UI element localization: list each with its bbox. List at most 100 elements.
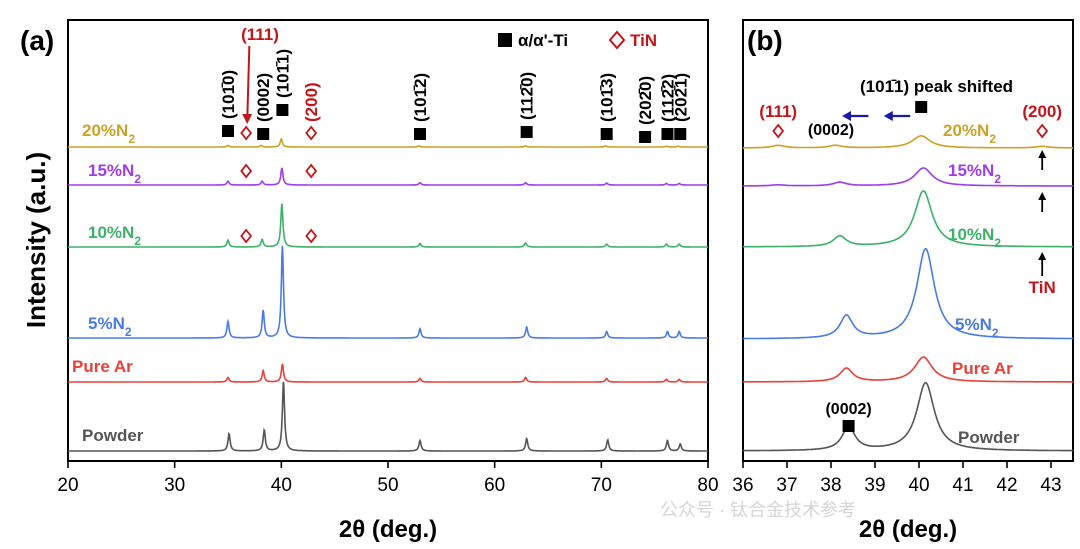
- series-label: 5%N2: [955, 315, 999, 340]
- x-tick-label: 42: [996, 475, 1017, 496]
- trace-purear: [68, 363, 708, 383]
- tin-label-b: TiN: [1029, 278, 1056, 297]
- panel-b-x-title: 2θ (deg.): [859, 516, 957, 543]
- alpha-plane-label: (202̄0): [636, 76, 655, 125]
- tin-111-arrow: [246, 45, 251, 123]
- plane-0002-label-bottom: (0002): [825, 401, 871, 418]
- x-tick-label: 30: [164, 475, 185, 496]
- alpha-ti-marker: [842, 420, 855, 432]
- series-label: Powder: [958, 428, 1020, 447]
- alpha-ti-marker: [520, 126, 533, 138]
- panel-a-x-title: 2θ (deg.): [339, 516, 437, 543]
- tin-marker: [1036, 123, 1049, 139]
- alpha-ti-marker: [639, 131, 652, 143]
- series-label: 15%N2: [948, 161, 1001, 186]
- alpha-plane-label: (101̄0): [219, 70, 238, 119]
- y-axis-title: Intensity (a.u.): [21, 152, 51, 328]
- tin-marker: [240, 228, 253, 244]
- tin-111-arrowhead: [242, 114, 253, 124]
- panel-a-traces: [68, 137, 708, 452]
- tin-111-label-b: (111): [759, 102, 797, 121]
- alpha-ti-marker: [600, 128, 613, 140]
- alpha-plane-label: (112̄0): [518, 72, 537, 120]
- series-label: 20%N2: [943, 121, 996, 146]
- panel-a-annotations: (101̄0) (0002) (101̄1) (101̄2) (112̄0) (101̄3…: [219, 25, 690, 244]
- alpha-ti-marker: [414, 128, 426, 140]
- alpha-plane-label: (112̄2): [658, 74, 677, 122]
- trace-10n2: [743, 190, 1073, 248]
- series-label: 10%N2: [88, 223, 141, 248]
- x-tick-label: 43: [1040, 475, 1061, 496]
- tin-200-label-b: (200): [1022, 102, 1062, 121]
- plane-0002-label: (0002): [808, 122, 854, 139]
- tin-marker: [772, 123, 785, 139]
- tin-200-label: (200): [302, 82, 321, 122]
- tin-111-label: (111): [241, 25, 279, 44]
- panel-a-x-axis: 20 30 40 50 60 70 80: [57, 461, 719, 496]
- x-tick-label: 37: [776, 475, 797, 496]
- tin-marker: [305, 163, 318, 179]
- tin-marker: [240, 125, 253, 141]
- x-tick-label: 60: [484, 475, 505, 496]
- panel-b-traces: [743, 135, 1073, 452]
- alpha-plane-label: (101̄1): [273, 49, 292, 98]
- tin-marker: [305, 125, 318, 141]
- trace-purear: [743, 356, 1073, 383]
- panel-b-frame: [742, 19, 1074, 462]
- series-label: Powder: [82, 426, 144, 445]
- legend-tin-label: TiN: [630, 31, 657, 50]
- trace-5n2: [68, 245, 708, 339]
- x-tick-label: 70: [591, 475, 612, 496]
- trace-15n2: [743, 167, 1073, 187]
- panel-b-letter: (b): [747, 25, 783, 56]
- legend-alpha-marker: [498, 33, 512, 47]
- x-tick-label: 40: [908, 475, 929, 496]
- series-label: 5%N2: [88, 314, 132, 339]
- tin-up-arrowhead: [1038, 192, 1047, 200]
- x-tick-label: 39: [864, 475, 885, 496]
- shift-arrowhead: [883, 111, 893, 121]
- alpha-plane-label: (101̄2): [411, 73, 430, 122]
- shift-arrowhead: [842, 111, 851, 121]
- panel-b-x-axis: 36 37 38 39 40 41 42 43: [732, 461, 1062, 496]
- legend-alpha-label: α/α'-Ti: [518, 31, 568, 50]
- legend-tin-marker: [608, 30, 626, 50]
- x-tick-label: 50: [377, 475, 398, 496]
- trace-5n2: [743, 248, 1073, 340]
- trace-powder: [743, 382, 1073, 452]
- tin-marker: [305, 228, 318, 244]
- alpha-ti-marker: [276, 104, 289, 116]
- panel-b-annotations: (101̄1) peak shifted (111) (0002) (200) TiN (…: [759, 77, 1062, 432]
- trace-20n2: [743, 135, 1073, 149]
- trace-10n2: [68, 203, 708, 248]
- panel-a-letter: (a): [20, 25, 54, 56]
- x-tick-label: 80: [697, 475, 718, 496]
- tin-up-arrowhead: [1038, 150, 1047, 158]
- tin-marker: [240, 163, 253, 179]
- alpha-ti-marker: [674, 128, 687, 140]
- alpha-plane-label: (202̄1): [671, 73, 690, 122]
- x-tick-label: 40: [271, 475, 292, 496]
- series-label: Pure Ar: [72, 357, 133, 376]
- alpha-plane-label: (101̄3): [598, 73, 617, 122]
- series-label: Pure Ar: [952, 359, 1013, 378]
- x-tick-label: 38: [820, 475, 841, 496]
- alpha-ti-marker: [222, 125, 234, 137]
- x-tick-label: 36: [732, 475, 753, 496]
- x-tick-label: 41: [952, 475, 973, 496]
- trace-15n2: [68, 167, 708, 186]
- alpha-ti-marker: [661, 128, 674, 140]
- alpha-ti-marker: [257, 128, 270, 140]
- peak-shift-label: (101̄1) peak shifted: [860, 77, 1013, 96]
- alpha-ti-marker: [915, 101, 928, 113]
- trace-20n2: [68, 137, 708, 148]
- trace-powder: [68, 381, 708, 452]
- tin-up-arrowhead: [1038, 252, 1047, 260]
- watermark: 公众号 · 钛合金技术参考: [660, 500, 856, 520]
- panel-a-series-labels: Powder Pure Ar 5%N2 10%N2 15%N2 20%N2: [72, 121, 144, 445]
- series-label: 20%N2: [82, 121, 135, 146]
- series-label: 15%N2: [88, 161, 141, 186]
- alpha-plane-label: (0002): [254, 73, 273, 122]
